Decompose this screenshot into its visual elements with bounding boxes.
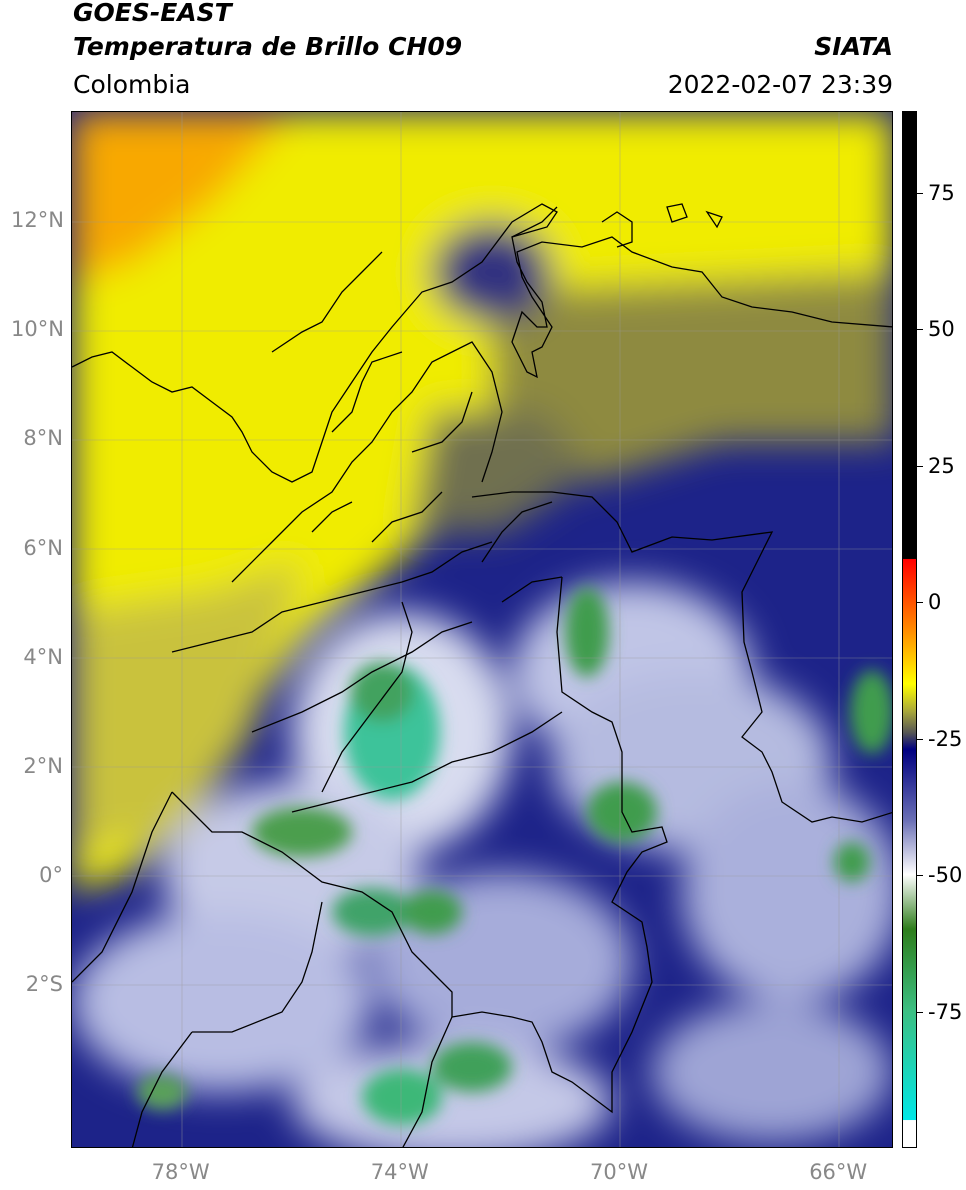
lat-tick-label: 2°N — [23, 753, 63, 778]
colorbar-tick-label: 75 — [928, 180, 955, 205]
colorbar-tick-label: 50 — [928, 317, 955, 342]
colorbar-tick-mark — [917, 192, 923, 194]
colorbar-tick-mark — [917, 465, 923, 467]
lat-tick-label: 8°N — [23, 426, 63, 451]
lon-tick-label: 70°W — [590, 1160, 648, 1184]
gridlines — [72, 112, 892, 1147]
colorbar-tick-label: -75 — [928, 999, 963, 1024]
brand-label: SIATA — [814, 32, 893, 61]
title-product: Temperatura de Brillo CH09 — [73, 32, 463, 61]
lat-tick-label: 12°N — [11, 208, 64, 233]
region-label: Colombia — [73, 70, 191, 99]
lon-tick-label: 74°W — [370, 1160, 429, 1184]
satellite-map[interactable] — [71, 111, 893, 1148]
datetime-label: 2022-02-07 23:39 — [667, 70, 893, 99]
colorbar-tick-label: 0 — [928, 590, 942, 615]
colorbar — [902, 111, 917, 1148]
colorbar-tick-mark — [917, 329, 923, 331]
lat-tick-label: 4°N — [23, 644, 63, 669]
colorbar-tick-mark — [917, 738, 923, 740]
lat-tick-label: 6°N — [23, 535, 63, 560]
colorbar-tick-label: -25 — [928, 726, 963, 751]
lon-tick-label: 66°W — [809, 1160, 868, 1184]
lat-tick-label: 10°N — [11, 317, 64, 342]
map-canvas — [72, 112, 892, 1147]
colorbar-tick-label: 25 — [928, 453, 955, 478]
colorbar-tick-mark — [917, 875, 923, 877]
lat-tick-label: 2°S — [25, 972, 63, 997]
colorbar-tick-mark — [917, 1011, 923, 1013]
borders — [72, 203, 892, 1147]
lat-tick-label: 0° — [39, 863, 63, 888]
colorbar-tick-label: -50 — [928, 863, 963, 888]
title-satellite: GOES-EAST — [73, 0, 232, 27]
lon-tick-label: 78°W — [151, 1160, 210, 1184]
colorbar-tick-mark — [917, 602, 923, 604]
